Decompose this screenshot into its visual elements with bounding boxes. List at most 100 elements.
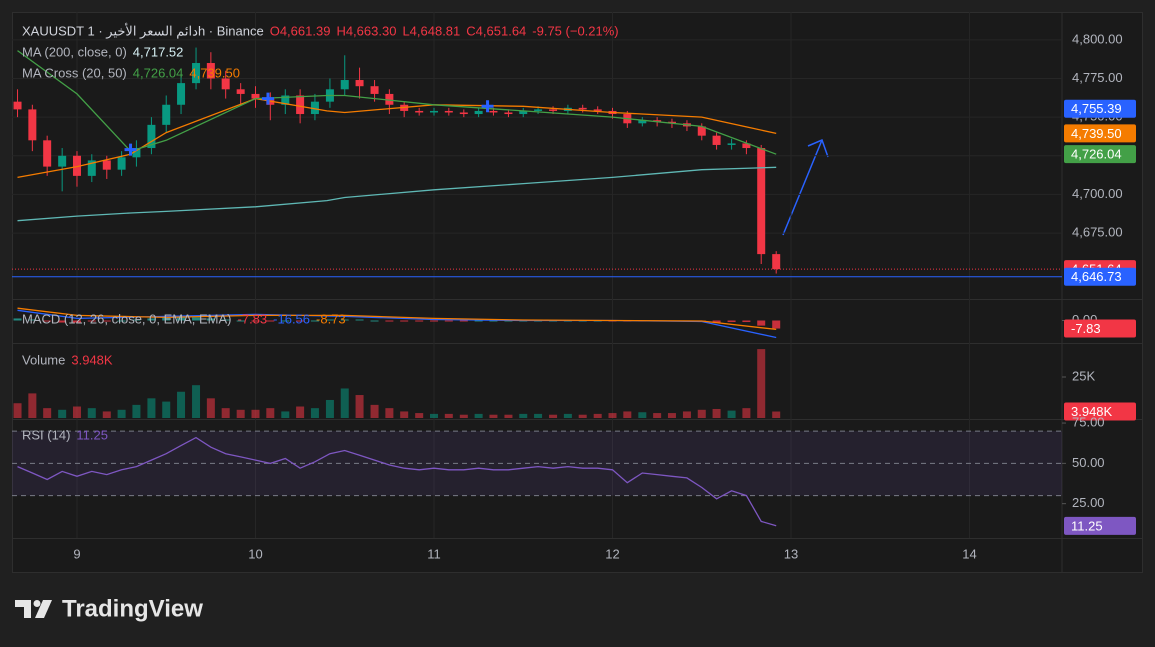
volume-bar: [162, 401, 171, 418]
candle-body: [177, 83, 186, 105]
candle-body: [653, 120, 662, 122]
volume-bar: [712, 408, 721, 418]
volume-bar: [147, 398, 156, 418]
histogram-bar: [415, 320, 424, 322]
histogram-bar: [177, 317, 186, 321]
histogram-bar: [504, 320, 513, 322]
volume-bar: [221, 408, 230, 418]
candle-body: [727, 143, 736, 145]
histogram-bar: [489, 320, 498, 322]
histogram-bar: [712, 320, 721, 323]
ohlc-value: O4,661.39: [270, 23, 331, 38]
volume-bar: [385, 408, 394, 418]
candle-body: [28, 109, 37, 141]
candle-body: [742, 143, 751, 149]
candle-body: [459, 112, 468, 115]
rsi-line: [17, 436, 777, 527]
volume-bar: [58, 409, 67, 418]
candle-body: [772, 254, 781, 270]
histogram-bar: [132, 319, 141, 321]
indicator-line: [17, 166, 777, 222]
axis-value-label: 4,726.04: [1071, 147, 1122, 162]
candle-body: [87, 160, 96, 176]
histogram-bar: [43, 320, 52, 322]
histogram-bar: [355, 319, 364, 321]
x-tick-label: 13: [784, 546, 798, 561]
volume-bar: [593, 413, 602, 418]
volume-bar: [72, 406, 81, 418]
candle-body: [474, 110, 483, 115]
indicator-line: [17, 307, 777, 331]
x-tick-label: 14: [962, 546, 976, 561]
histogram-bar: [266, 320, 275, 322]
candle-body: [415, 110, 424, 113]
volume-bar: [653, 413, 662, 418]
volume-bar: [177, 391, 186, 418]
volume-bar: [87, 408, 96, 418]
volume-bar: [355, 395, 364, 418]
axis-value-label: 3.948K: [1071, 404, 1113, 419]
axis-value-label: -7.83: [1071, 321, 1101, 336]
histogram-bar: [251, 320, 260, 322]
volume-bar: [638, 412, 647, 418]
pane-title: RSI (14): [22, 427, 70, 442]
axis-value-box: [1064, 516, 1136, 535]
candle-body: [206, 63, 215, 79]
pane-title: Volume: [22, 352, 65, 367]
histogram-bar: [87, 320, 96, 322]
legend-value: 4,726.04: [133, 65, 184, 80]
volume-bar: [519, 413, 528, 418]
histogram-bar: [429, 320, 438, 322]
candle-body: [236, 89, 245, 94]
candle-body: [667, 121, 676, 124]
candle-body: [192, 63, 201, 84]
candle-body: [162, 104, 171, 125]
volume-bar: [415, 413, 424, 418]
candle-body: [355, 80, 364, 87]
candle-body: [117, 157, 126, 170]
volume-bar: [43, 408, 52, 418]
candle-body: [340, 80, 349, 90]
volume-bar: [667, 413, 676, 418]
candle-body: [593, 109, 602, 111]
histogram-bar: [206, 318, 215, 321]
axis-value-box: [1064, 99, 1136, 118]
volume-bar: [563, 413, 572, 418]
volume-bar: [727, 410, 736, 418]
candle-body: [251, 93, 260, 99]
x-tick-label: 10: [248, 546, 262, 561]
pane-title: MACD (12, 26, close, 0, EMA, EMA): [22, 311, 232, 326]
ohlc-value: L4,648.81: [402, 23, 460, 38]
candle-body: [712, 135, 721, 145]
volume-bar: [13, 403, 22, 418]
volume-bar: [400, 411, 409, 418]
candle-body: [370, 86, 379, 94]
candle-body: [697, 126, 706, 136]
y-tick-label: 25K: [1072, 368, 1095, 383]
volume-bar: [429, 413, 438, 418]
y-tick-label: 50.00: [1072, 455, 1105, 470]
volume-bar: [682, 411, 691, 418]
histogram-bar: [772, 320, 781, 329]
candle-body: [519, 110, 528, 115]
volume-bar: [28, 393, 37, 418]
histogram-bar: [757, 320, 766, 326]
candle-body: [638, 120, 647, 124]
brand-name: TradingView: [62, 595, 203, 622]
candle-body: [444, 110, 453, 113]
candle-body: [13, 101, 22, 110]
legend-label: MA (200, close, 0): [22, 44, 127, 59]
histogram-bar: [192, 317, 201, 321]
candle-body: [385, 93, 394, 105]
volume-bar: [236, 409, 245, 418]
histogram-bar: [400, 320, 409, 322]
candle-body: [757, 148, 766, 255]
histogram-bar: [325, 319, 334, 321]
y-tick-label: 4,800.00: [1072, 31, 1123, 46]
axis-value-label: 4,739.50: [1071, 126, 1122, 141]
cross-marker: [124, 143, 137, 156]
pane-value: 3.948K: [71, 352, 113, 367]
candle-body: [296, 95, 305, 115]
